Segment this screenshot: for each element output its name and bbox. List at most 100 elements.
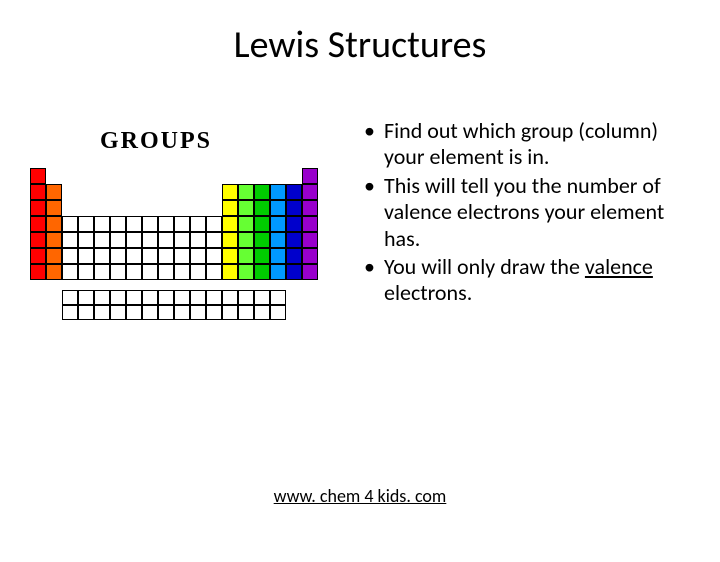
- pt-cell: [174, 232, 190, 248]
- bullet-text: electrons.: [384, 279, 472, 306]
- pt-lanth-cell: [222, 305, 238, 320]
- pt-cell: [222, 184, 238, 200]
- pt-cell: [46, 200, 62, 216]
- pt-cell: [110, 232, 126, 248]
- pt-cell: [222, 248, 238, 264]
- pt-cell: [78, 264, 94, 280]
- pt-cell: [270, 248, 286, 264]
- bullet-item: Find out which group (column) your eleme…: [360, 118, 690, 171]
- pt-cell: [222, 216, 238, 232]
- pt-lanth-cell: [62, 290, 78, 305]
- pt-cell: [46, 184, 62, 200]
- pt-cell: [206, 264, 222, 280]
- pt-cell: [302, 168, 318, 184]
- pt-lanth-cell: [142, 305, 158, 320]
- pt-cell: [62, 248, 78, 264]
- pt-lanth-cell: [126, 290, 142, 305]
- bullet-text: Find out which group (column) your eleme…: [384, 117, 658, 170]
- pt-cell: [158, 216, 174, 232]
- pt-cell: [238, 264, 254, 280]
- pt-cell: [30, 216, 46, 232]
- pt-cell: [254, 200, 270, 216]
- pt-lanth-cell: [110, 290, 126, 305]
- pt-lanth-cell: [142, 290, 158, 305]
- pt-cell: [142, 264, 158, 280]
- pt-cell: [62, 216, 78, 232]
- pt-cell: [46, 216, 62, 232]
- pt-cell: [30, 168, 46, 184]
- pt-cell: [254, 248, 270, 264]
- pt-lanth-cell: [206, 305, 222, 320]
- pt-cell: [270, 232, 286, 248]
- pt-lanth-cell: [174, 305, 190, 320]
- pt-cell: [254, 232, 270, 248]
- pt-lanth-cell: [270, 305, 286, 320]
- pt-cell: [222, 264, 238, 280]
- bullet-item: This will tell you the number of valence…: [360, 173, 690, 252]
- pt-cell: [142, 232, 158, 248]
- pt-cell: [78, 216, 94, 232]
- pt-cell: [238, 232, 254, 248]
- pt-lanth-cell: [94, 305, 110, 320]
- pt-cell: [174, 216, 190, 232]
- pt-cell: [30, 184, 46, 200]
- pt-cell: [94, 248, 110, 264]
- pt-cell: [286, 232, 302, 248]
- pt-cell: [174, 264, 190, 280]
- pt-cell: [190, 232, 206, 248]
- pt-cell: [62, 264, 78, 280]
- pt-cell: [254, 264, 270, 280]
- pt-cell: [270, 200, 286, 216]
- pt-lanth-cell: [190, 305, 206, 320]
- bullet-list: Find out which group (column) your eleme…: [350, 118, 690, 368]
- pt-lanth-cell: [238, 305, 254, 320]
- pt-cell: [126, 248, 142, 264]
- pt-lanth-cell: [158, 290, 174, 305]
- pt-lanth-cell: [78, 290, 94, 305]
- pt-cell: [302, 216, 318, 232]
- pt-cell: [302, 200, 318, 216]
- bullet-item: You will only draw the valence electrons…: [360, 254, 690, 307]
- pt-cell: [30, 248, 46, 264]
- pt-cell: [206, 232, 222, 248]
- pt-cell: [158, 264, 174, 280]
- pt-cell: [46, 248, 62, 264]
- pt-cell: [110, 248, 126, 264]
- pt-cell: [190, 216, 206, 232]
- pt-cell: [190, 248, 206, 264]
- pt-cell: [126, 232, 142, 248]
- pt-lanth-cell: [174, 290, 190, 305]
- pt-cell: [94, 232, 110, 248]
- pt-lanth-cell: [62, 305, 78, 320]
- page-title: Lewis Structures: [0, 22, 720, 68]
- periodic-table-chart: GROUPS: [20, 118, 350, 368]
- pt-cell: [222, 200, 238, 216]
- pt-cell: [254, 216, 270, 232]
- pt-cell: [46, 264, 62, 280]
- pt-cell: [302, 248, 318, 264]
- pt-cell: [302, 184, 318, 200]
- pt-cell: [142, 216, 158, 232]
- pt-cell: [30, 232, 46, 248]
- pt-cell: [270, 264, 286, 280]
- pt-lanth-cell: [254, 290, 270, 305]
- pt-lanth-cell: [270, 290, 286, 305]
- pt-cell: [110, 216, 126, 232]
- pt-lanth-cell: [78, 305, 94, 320]
- pt-lanth-cell: [94, 290, 110, 305]
- pt-cell: [78, 232, 94, 248]
- pt-cell: [158, 248, 174, 264]
- pt-lanth-cell: [206, 290, 222, 305]
- pt-cell: [94, 264, 110, 280]
- pt-cell: [206, 216, 222, 232]
- pt-cell: [94, 216, 110, 232]
- pt-cell: [270, 184, 286, 200]
- pt-cell: [286, 248, 302, 264]
- pt-cell: [238, 184, 254, 200]
- source-link[interactable]: www. chem 4 kids. com: [0, 485, 720, 507]
- pt-lanth-cell: [158, 305, 174, 320]
- pt-cell: [174, 248, 190, 264]
- pt-cell: [238, 216, 254, 232]
- pt-cell: [190, 264, 206, 280]
- groups-label: GROUPS: [100, 128, 212, 155]
